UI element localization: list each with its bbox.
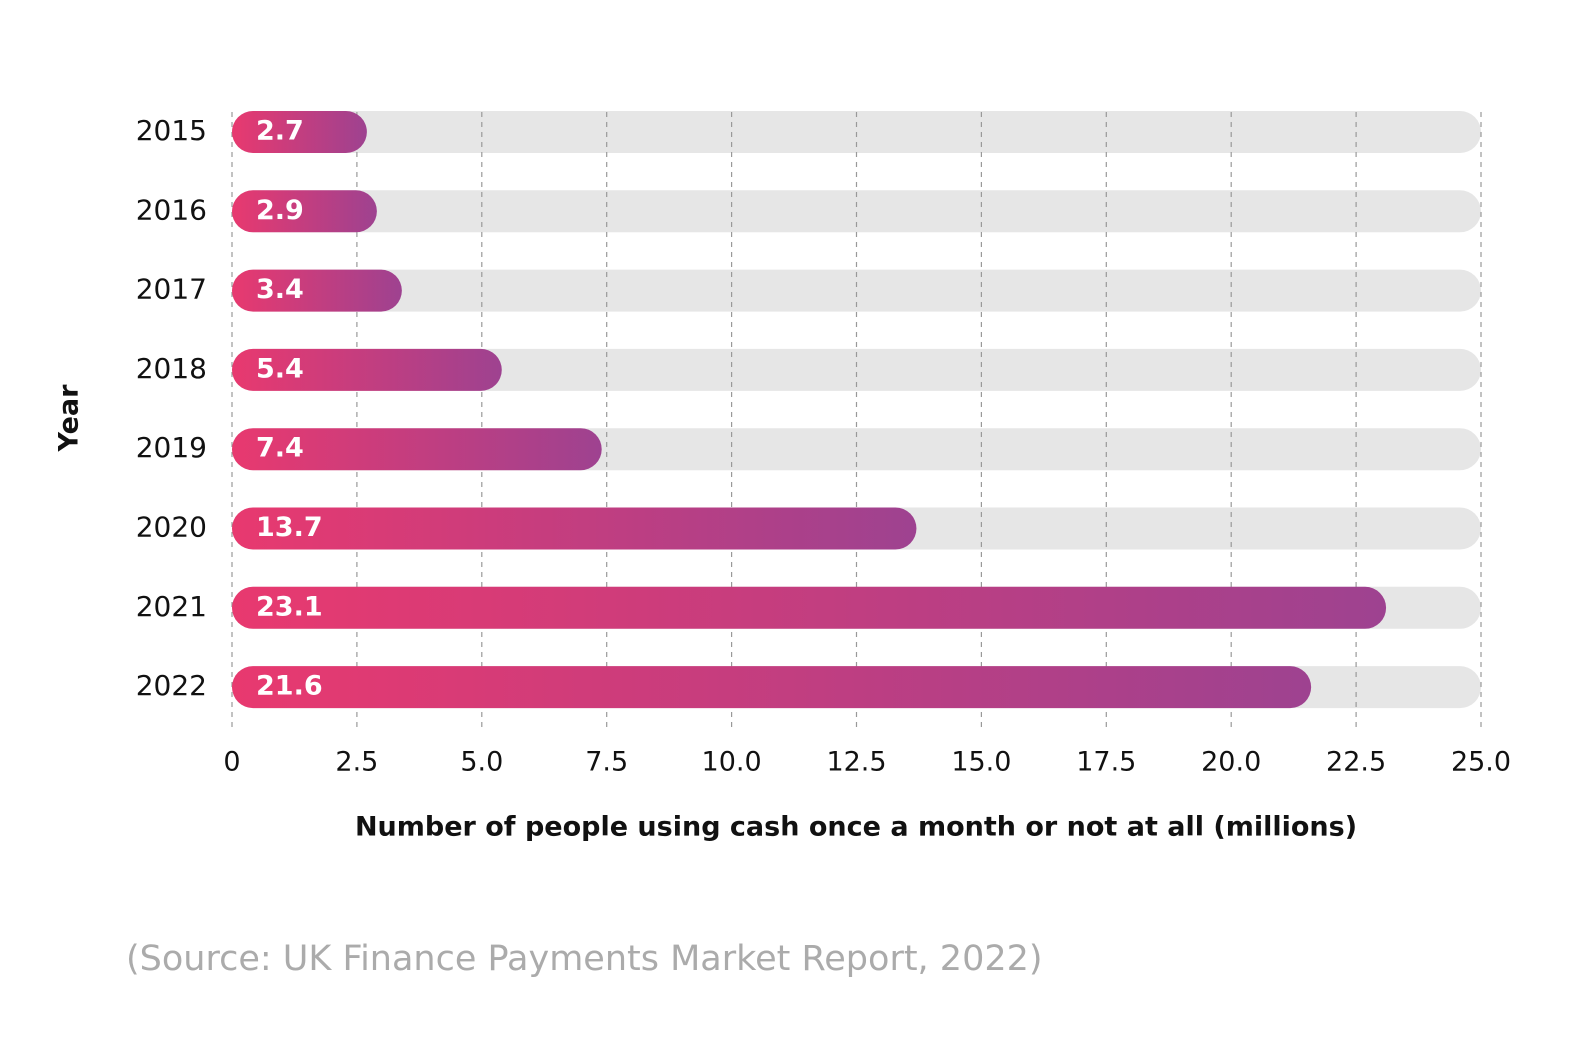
- value-label: 7.4: [256, 433, 304, 464]
- x-axis-label: Number of people using cash once a month…: [355, 812, 1357, 843]
- x-tick-label: 0: [223, 747, 240, 778]
- y-tick-label: 2015: [136, 114, 207, 147]
- y-tick-label: 2018: [136, 352, 207, 385]
- value-label: 23.1: [256, 591, 323, 622]
- bar: [232, 507, 917, 550]
- bar-track: [232, 348, 1481, 391]
- bar-track: [232, 269, 1481, 312]
- y-tick-label: 2019: [136, 431, 207, 464]
- bar: [232, 190, 377, 233]
- value-label: 21.6: [256, 671, 323, 702]
- x-tick-label: 22.5: [1326, 747, 1386, 778]
- value-label: 5.4: [256, 353, 304, 384]
- bar: [232, 111, 367, 153]
- x-tick-label: 2.5: [335, 747, 378, 778]
- value-label: 13.7: [256, 512, 323, 543]
- y-tick-label: 2017: [136, 273, 207, 306]
- y-axis-label: Year: [54, 384, 85, 453]
- x-tick-label: 5.0: [460, 747, 503, 778]
- bar-track: [232, 190, 1481, 233]
- x-tick-label: 10.0: [702, 747, 762, 778]
- value-label: 3.4: [256, 274, 304, 305]
- y-tick-label: 2020: [136, 511, 207, 544]
- bar: [232, 666, 1312, 709]
- x-tick-label: 15.0: [951, 747, 1011, 778]
- bar: [232, 428, 602, 471]
- bar: [232, 348, 502, 391]
- bar: [232, 269, 402, 312]
- x-tick-label: 12.5: [826, 747, 886, 778]
- x-tick-label: 7.5: [585, 747, 628, 778]
- x-tick-label: 20.0: [1201, 747, 1261, 778]
- y-tick-label: 2016: [136, 193, 207, 226]
- source-note: (Source: UK Finance Payments Market Repo…: [126, 939, 1043, 979]
- value-label: 2.7: [256, 116, 304, 147]
- y-tick-label: 2021: [136, 590, 207, 623]
- x-tick-label: 25.0: [1451, 747, 1511, 778]
- bar: [232, 586, 1387, 629]
- value-label: 2.9: [256, 195, 304, 226]
- x-tick-label: 17.5: [1076, 747, 1136, 778]
- y-tick-label: 2022: [136, 669, 207, 702]
